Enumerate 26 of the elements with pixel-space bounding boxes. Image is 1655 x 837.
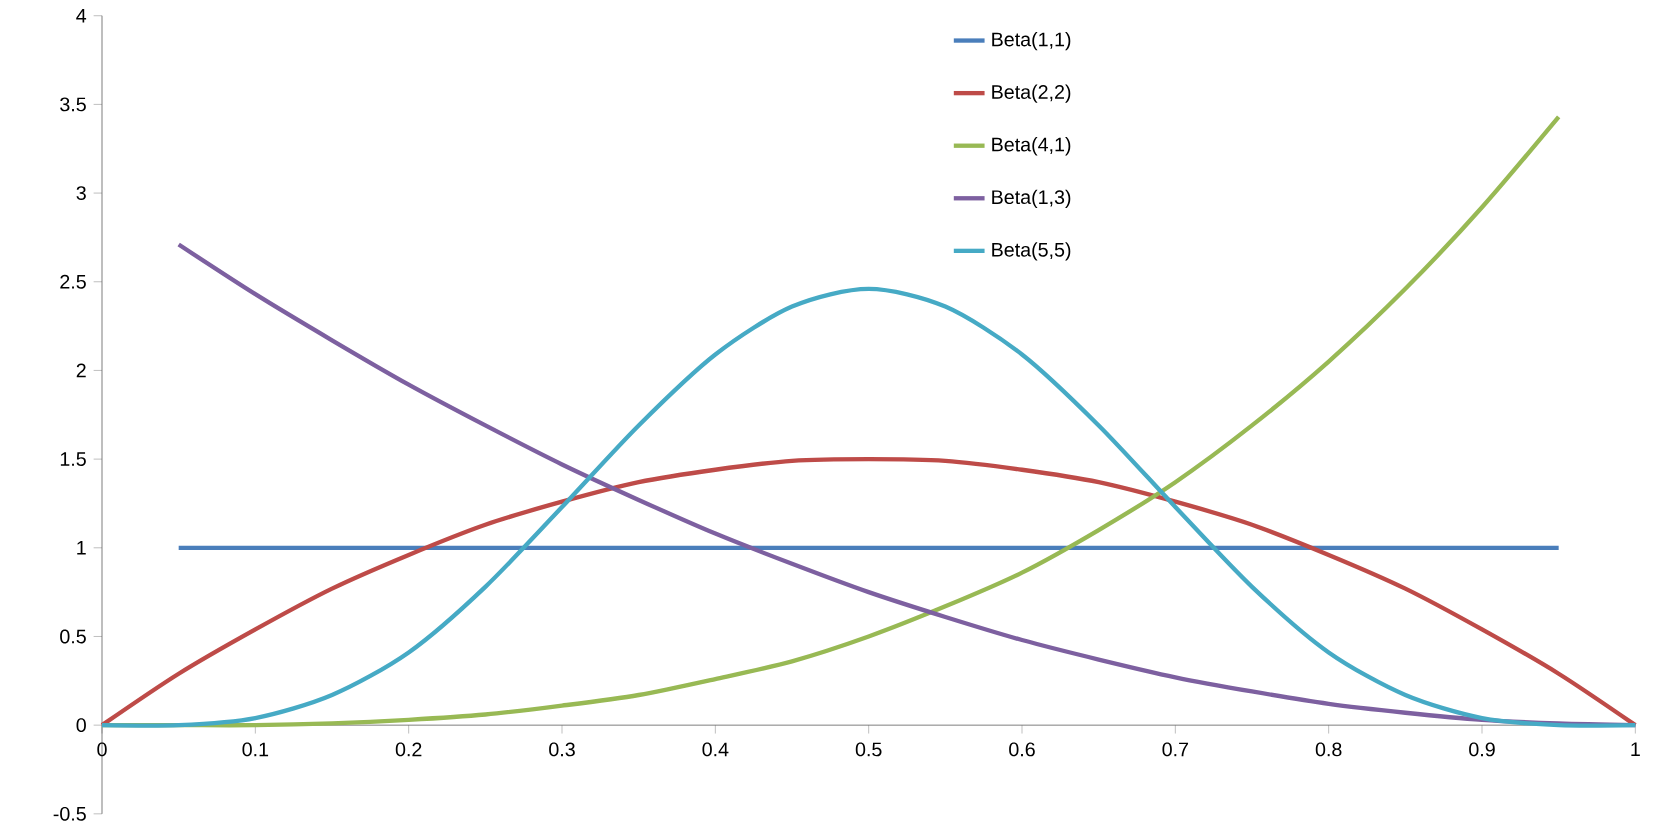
y-tick-label: 2.5 [60,274,86,289]
x-tick-label: 0.1 [242,742,269,757]
x-tick-label: 0.4 [702,742,729,757]
legend-label: Beta(5,5) [992,242,1071,261]
x-tick-label: 0.3 [549,742,575,757]
x-tick-label: 0.5 [855,742,882,757]
x-tick-label: 0.8 [1315,742,1342,757]
legend-label: Beta(1,1) [992,31,1071,51]
y-tick-label: 1.5 [60,452,86,466]
y-tick-label: 1 [77,540,86,555]
x-tick-label: 1 [1631,742,1640,756]
x-tick-label: 0.6 [1009,742,1035,757]
legend-label: Beta(2,2) [992,84,1071,103]
legend-label: Beta(4,1) [992,136,1071,156]
x-tick-label: 0 [97,742,107,757]
y-tick-label: -0.5 [53,806,86,821]
y-tick-label: 0.5 [60,629,86,644]
y-tick-label: 3 [76,185,86,200]
y-tick-label: 2 [76,363,86,378]
y-tick-label: 3.5 [60,97,86,112]
y-tick-label: 4 [76,8,87,23]
x-tick-label: 0.2 [395,742,422,757]
y-tick-label: 0 [76,718,86,732]
x-tick-label: 0.7 [1162,742,1189,757]
legend-label: Beta(1,3) [992,189,1071,208]
x-tick-label: 0.9 [1469,742,1495,757]
